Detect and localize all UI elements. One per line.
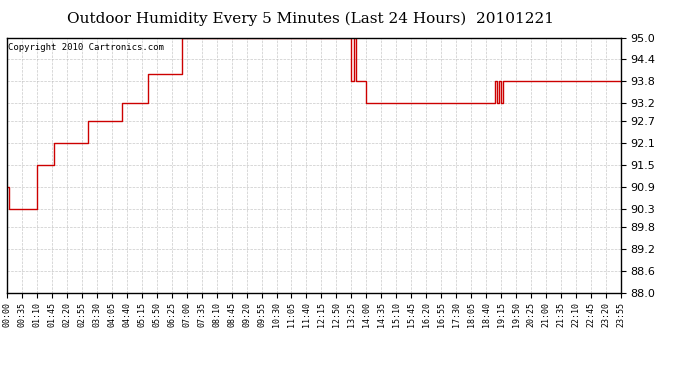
- Text: Copyright 2010 Cartronics.com: Copyright 2010 Cartronics.com: [8, 43, 164, 52]
- Text: Outdoor Humidity Every 5 Minutes (Last 24 Hours)  20101221: Outdoor Humidity Every 5 Minutes (Last 2…: [67, 11, 554, 26]
